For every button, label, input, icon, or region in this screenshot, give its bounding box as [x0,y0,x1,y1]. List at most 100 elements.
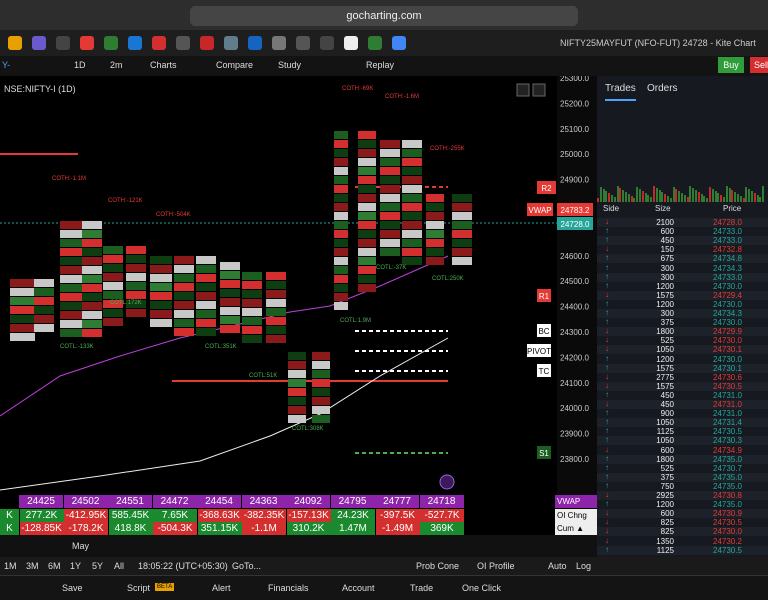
bookmark-icon[interactable] [272,36,286,50]
annotation: COTH:-1.1M [52,176,86,182]
footprint-cell [150,301,172,309]
collapse-button[interactable] [516,83,530,97]
bookmark-icon[interactable] [320,36,334,50]
bookmark-icon[interactable] [80,36,94,50]
footprint-cell [60,320,82,328]
side-arrow: ↓ [605,444,609,454]
footprint-cell [334,248,348,256]
row-label: Cum ▲ [555,522,597,535]
footprint-cell [358,140,376,148]
row-bg [597,400,768,409]
bookmark-icon[interactable] [344,36,358,50]
footprint-cell [126,273,146,281]
bookmark-icon[interactable] [8,36,22,50]
footprint-cell [312,370,330,378]
annotation: COTL:51K [249,373,277,379]
side-arrow: ↓ [605,399,609,408]
volume-bar [723,197,725,202]
url-bar[interactable]: gocharting.com [190,6,578,26]
trade-price: 24729.9 [713,327,742,337]
bookmark-icon[interactable] [224,36,238,50]
row-cell: 277.2K [19,508,64,522]
bookmark-icon[interactable] [104,36,118,50]
range-button[interactable]: 5Y [92,561,104,571]
bookmark-icon[interactable] [152,36,166,50]
url: gocharting.com [346,10,422,22]
symbol[interactable]: Y- [2,60,11,70]
row-cell: K [0,522,19,535]
toolbar-button[interactable]: Trade [410,583,434,593]
footprint-cell [196,256,216,264]
toolbar-button[interactable]: Account [342,583,375,593]
row-cell: -128.85K [19,522,64,535]
footprint-cell [288,361,306,369]
trend-line [0,337,449,491]
range-button[interactable]: 1M [4,561,17,571]
footprint-cell [452,194,472,202]
sell-button[interactable]: Sell [750,57,768,73]
log[interactable]: Log [576,561,592,571]
footprint-cell [60,230,82,238]
footprint-cell [334,203,348,211]
footprint-cell [288,397,306,405]
interval[interactable]: 1D [74,60,86,70]
charts-button[interactable]: Charts [150,60,177,70]
replay-button[interactable]: Replay [366,60,395,70]
footprint-cell [82,248,102,256]
footprint-cell [174,274,194,282]
buy-button[interactable]: Buy [718,57,744,73]
news-marker[interactable] [439,474,455,490]
annotations: COTH:-1.1M COTH:-121K COTH:-504K COTH:-69K C… [52,86,465,432]
bookmark-icon[interactable] [392,36,406,50]
footprint-cell [380,185,400,193]
compare-button[interactable]: Compare [216,60,254,70]
footprint-cell [312,406,330,414]
toolbar-button[interactable]: Financials [268,583,309,593]
bookmark-icon[interactable] [128,36,142,50]
bookmark-icon[interactable] [32,36,46,50]
goto[interactable]: GoTo... [232,561,262,571]
range-button[interactable]: 3M [26,561,39,571]
toolbar-button[interactable]: One Click [462,583,502,593]
range-button[interactable]: 1Y [70,561,82,571]
row-bg [597,363,768,373]
bookmark-icon[interactable] [200,36,214,50]
level-label: S1 [539,449,549,458]
panel-tab[interactable]: Trades [605,83,636,101]
volume-bar [597,198,599,202]
toolbar-button[interactable]: Alert [212,583,231,593]
row-cell: -382.35K [242,508,286,522]
level-label: BC [538,327,549,336]
trade-price: 24731.0 [713,390,742,400]
bookmark-icon[interactable] [296,36,310,50]
oi-profile[interactable]: OI Profile [477,561,515,571]
footprint-cell [288,388,306,396]
bookmark-icon[interactable] [176,36,190,50]
bookmark-icon[interactable] [248,36,262,50]
auto[interactable]: Auto [548,561,567,571]
bookmark-icon[interactable] [368,36,382,50]
row-bg [597,254,768,264]
footprint-cell [402,140,422,148]
bookmark-icon[interactable] [56,36,70,50]
range-button[interactable]: 6M [48,561,61,571]
price-tick-label: 24500.0 [560,277,589,286]
x-axis: May [0,535,597,557]
toolbar-button[interactable]: Script [127,583,151,593]
trade-price: 24735.0 [713,454,742,464]
panel-tab[interactable]: Orders [647,83,678,94]
study-button[interactable]: Study [278,60,302,70]
footprint-cell [426,203,444,211]
prob-cone[interactable]: Prob Cone [416,561,460,571]
time[interactable]: 18:05:22 (UTC+05:30) [138,561,228,571]
expand-button[interactable] [532,83,546,97]
timeframe[interactable]: 2m [110,60,123,70]
side-arrow: ↓ [605,326,609,336]
toolbar-button[interactable]: Save [62,583,83,593]
footprint-cell [34,306,54,314]
range-button[interactable]: All [114,561,125,571]
level-tag [537,364,551,377]
footprint-cell [34,324,54,332]
footprint-cell [150,310,172,318]
price-tick-label: 24600.0 [560,252,589,261]
